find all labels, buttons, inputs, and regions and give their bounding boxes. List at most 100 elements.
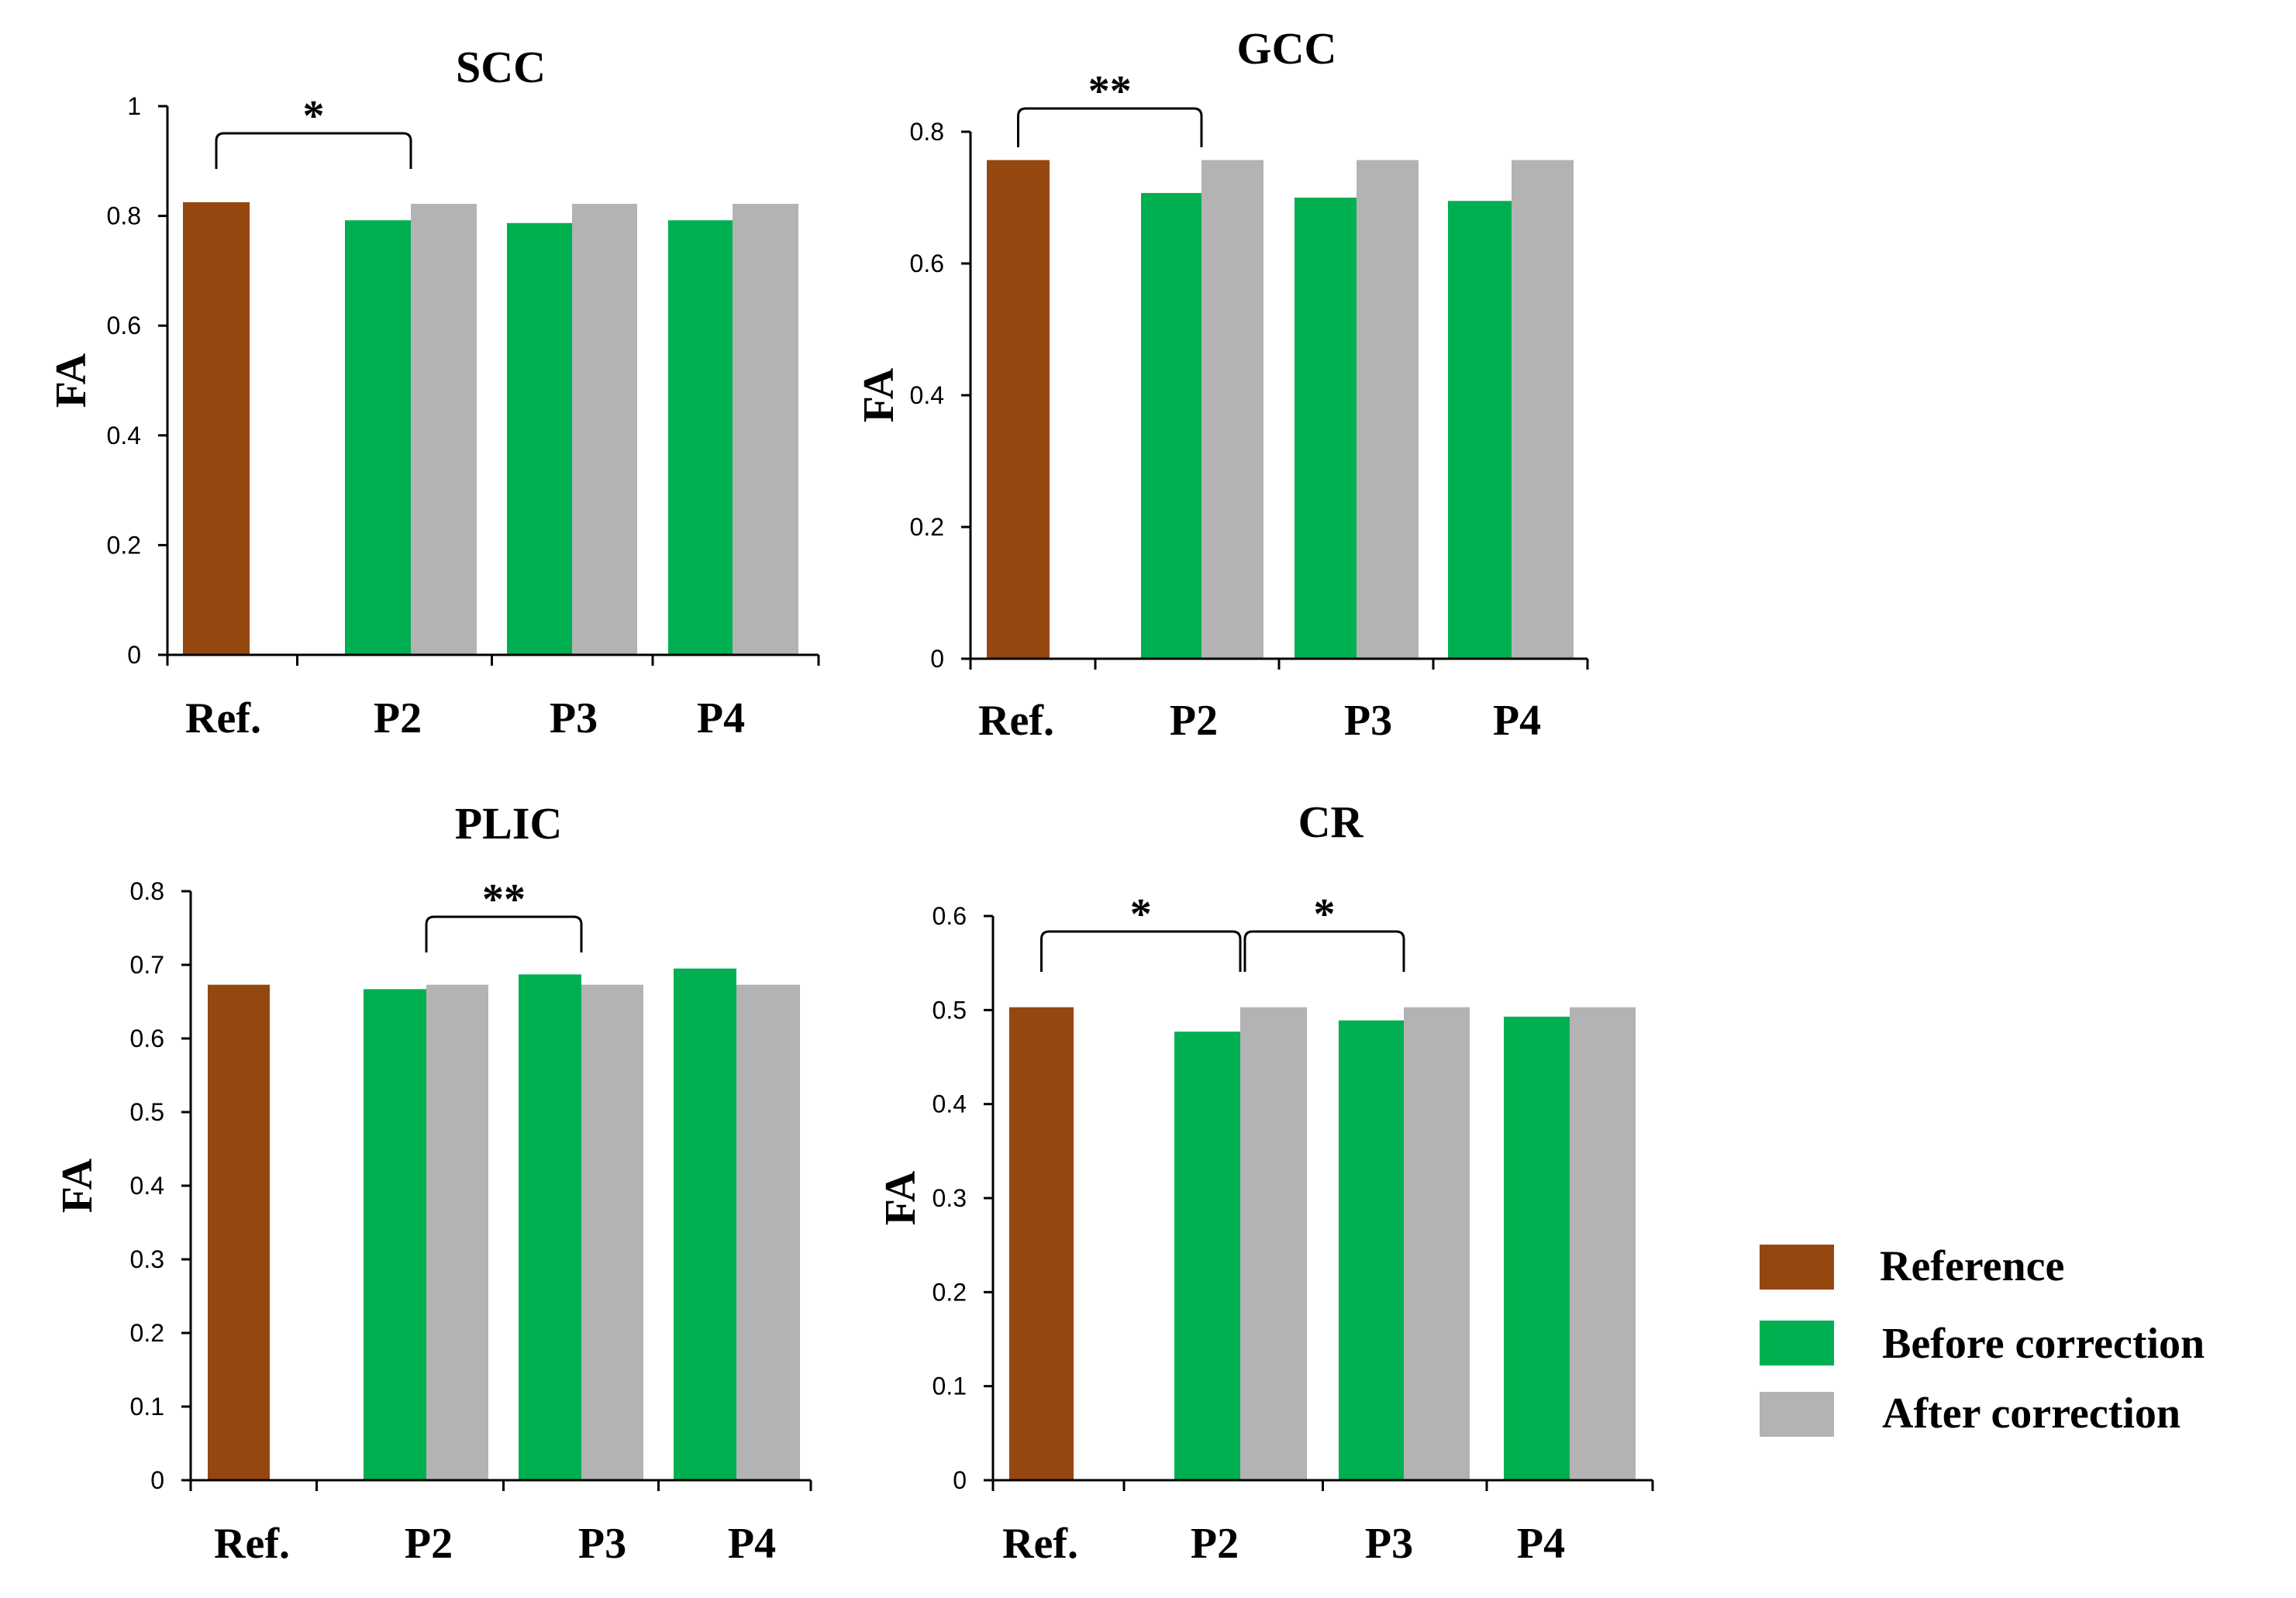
y-tick-label: 0.8 xyxy=(107,202,141,230)
bar-before-p2 xyxy=(364,989,426,1480)
category-label-p2: P2 xyxy=(374,694,422,742)
bar-before-p4 xyxy=(674,968,736,1480)
category-label-ref: Ref. xyxy=(978,697,1054,745)
y-tick-label: 0.5 xyxy=(933,996,967,1024)
y-tick-label: 0.2 xyxy=(130,1319,164,1347)
significance-bracket xyxy=(215,132,412,169)
y-tick-label: 0.4 xyxy=(910,381,944,409)
y-tick-label: 0.8 xyxy=(130,877,164,905)
bar-reference-ref xyxy=(183,201,250,655)
y-tick-label: 0.6 xyxy=(910,250,944,277)
charts-container: SCC FA 0 0.2 0.4 0.6 0.8 1 Ref. P2 P3 P4 * GCC FA 0 0.2 0… xyxy=(47,23,1654,1568)
bar-after-p2 xyxy=(411,204,477,655)
bar-before-p4 xyxy=(1448,201,1512,659)
significance-label: ** xyxy=(1088,67,1132,115)
category-label-ref: Ref. xyxy=(185,694,261,742)
category-label-p3: P3 xyxy=(1365,1520,1413,1568)
significance-bracket xyxy=(1017,107,1203,147)
bar-before-p4 xyxy=(1504,1016,1570,1480)
y-tick-label: 1 xyxy=(127,92,141,120)
category-label-p3: P3 xyxy=(578,1520,626,1568)
y-tick-label: 0 xyxy=(127,641,141,669)
chart-title: PLIC xyxy=(455,798,563,849)
significance-bracket xyxy=(1040,930,1242,972)
bar-reference-ref xyxy=(1009,1007,1074,1480)
y-tick-label: 0.4 xyxy=(130,1172,164,1200)
legend-label-before: Before correction xyxy=(1882,1320,2205,1368)
y-tick-label: 0.6 xyxy=(130,1025,164,1052)
bar-after-p3 xyxy=(572,204,637,655)
bar-after-p3 xyxy=(1357,160,1419,660)
bar-before-p3 xyxy=(1295,198,1357,659)
chart-scc: SCC FA 0 0.2 0.4 0.6 0.8 1 Ref. P2 P3 P4 * xyxy=(47,42,820,742)
legend-swatch-reference xyxy=(1760,1245,1834,1290)
chart-title: SCC xyxy=(456,42,546,92)
y-tick-label: 0.1 xyxy=(130,1393,164,1421)
bar-before-p3 xyxy=(519,974,581,1480)
y-tick-label: 0.7 xyxy=(130,951,164,979)
bar-after-p2 xyxy=(1240,1007,1307,1480)
y-tick-label: 0.8 xyxy=(910,118,944,146)
significance-bracket xyxy=(425,915,583,952)
y-axis-label: FA xyxy=(47,353,95,408)
legend-swatch-before xyxy=(1760,1321,1834,1366)
category-label-p4: P4 xyxy=(1517,1520,1565,1568)
category-label-p2: P2 xyxy=(405,1520,453,1568)
chart-plic: PLIC FA 0 0.1 0.2 0.3 0.4 0.5 0.6 0.7 0.8 Ref. P2 P3 P… xyxy=(53,798,812,1568)
y-tick-label: 0.3 xyxy=(933,1184,967,1212)
y-axis-label: FA xyxy=(53,1158,102,1213)
bar-after-p2 xyxy=(1201,160,1263,660)
y-tick-label: 0.3 xyxy=(130,1245,164,1273)
y-tick-label: 0 xyxy=(953,1466,967,1494)
legend: Reference Before correction After correc… xyxy=(1760,1242,2205,1438)
significance-label: * xyxy=(1130,890,1152,938)
bar-after-p3 xyxy=(581,984,643,1480)
category-label-p3: P3 xyxy=(550,694,598,742)
bar-after-p4 xyxy=(1512,160,1574,660)
y-tick-label: 0.5 xyxy=(130,1098,164,1126)
significance-label: * xyxy=(303,92,325,140)
legend-label-after: After correction xyxy=(1882,1390,2181,1438)
legend-swatch-after xyxy=(1760,1392,1834,1437)
bar-reference-ref xyxy=(208,984,270,1480)
category-label-p2: P2 xyxy=(1191,1520,1239,1568)
bar-after-p4 xyxy=(736,984,800,1480)
category-label-p3: P3 xyxy=(1344,697,1392,745)
bar-before-p3 xyxy=(1339,1020,1404,1480)
bar-after-p2 xyxy=(426,984,488,1480)
bar-after-p4 xyxy=(733,204,798,655)
category-label-p4: P4 xyxy=(1493,697,1541,745)
category-label-p2: P2 xyxy=(1170,697,1218,745)
chart-title: CR xyxy=(1298,797,1364,847)
chart-cr: CR FA 0 0.1 0.2 0.3 0.4 0.5 0.6 Ref. P2 P3 P4 * * xyxy=(877,797,1654,1568)
y-axis-label: FA xyxy=(877,1170,925,1225)
category-label-p4: P4 xyxy=(728,1520,776,1568)
category-label-ref: Ref. xyxy=(1002,1520,1078,1568)
bar-before-p4 xyxy=(668,220,733,655)
chart-title: GCC xyxy=(1237,23,1337,74)
y-tick-label: 0.6 xyxy=(933,902,967,930)
significance-bracket xyxy=(1243,930,1405,972)
y-tick-label: 0 xyxy=(150,1466,164,1494)
y-tick-label: 0.6 xyxy=(107,312,141,339)
y-tick-label: 0.4 xyxy=(933,1090,967,1118)
y-tick-label: 0.2 xyxy=(933,1278,967,1306)
bar-reference-ref xyxy=(987,160,1050,660)
y-axis-label: FA xyxy=(855,367,903,422)
y-tick-label: 0.2 xyxy=(107,531,141,559)
category-label-p4: P4 xyxy=(697,694,745,742)
bar-before-p2 xyxy=(1174,1031,1240,1480)
category-label-ref: Ref. xyxy=(214,1520,290,1568)
bar-after-p4 xyxy=(1570,1007,1636,1480)
y-tick-label: 0.1 xyxy=(933,1372,967,1400)
y-tick-label: 0.4 xyxy=(107,422,141,449)
bar-after-p3 xyxy=(1404,1007,1470,1480)
chart-gcc: GCC FA 0 0.2 0.4 0.6 0.8 Ref. P2 P3 P4 ** xyxy=(855,23,1589,745)
bar-before-p3 xyxy=(507,222,572,656)
legend-label-reference: Reference xyxy=(1880,1242,2064,1290)
y-tick-label: 0.2 xyxy=(910,513,944,541)
bar-before-p2 xyxy=(345,220,411,655)
y-tick-label: 0 xyxy=(930,645,944,673)
bar-before-p2 xyxy=(1141,193,1201,660)
